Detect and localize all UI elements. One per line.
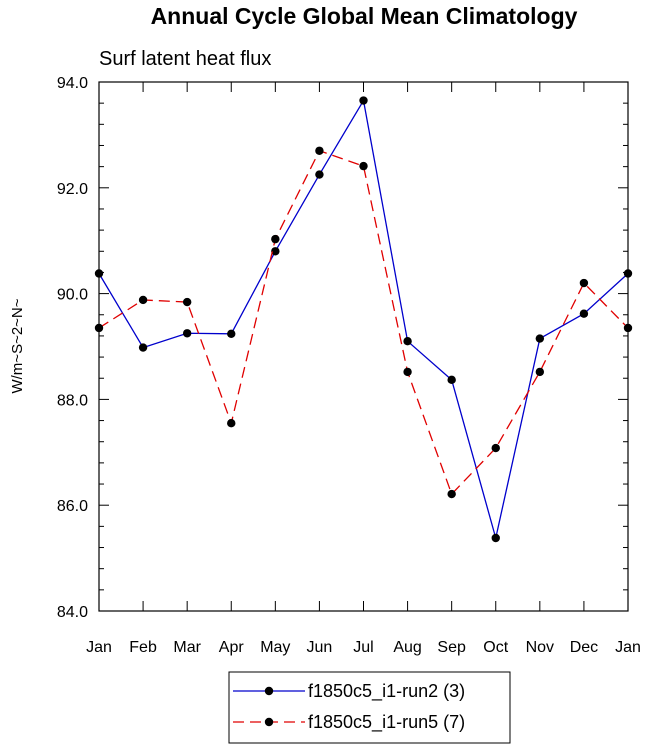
y-tick-label: 94.0 xyxy=(57,75,88,92)
series-2 xyxy=(94,146,633,499)
x-tick-label: Nov xyxy=(526,639,554,656)
data-point xyxy=(579,278,589,288)
x-tick-label: May xyxy=(260,639,290,656)
data-point xyxy=(579,309,589,318)
y-tick-label: 92.0 xyxy=(57,181,88,198)
data-point xyxy=(94,269,104,278)
x-tick-label: Feb xyxy=(129,639,157,656)
y-tick-label: 86.0 xyxy=(57,498,88,515)
legend-item-2: f1850c5_i1-run5 (7) xyxy=(233,712,465,733)
x-tick-label: Sep xyxy=(437,639,466,656)
data-point xyxy=(403,367,412,377)
data-point xyxy=(623,323,633,333)
x-tick-label: Jan xyxy=(615,639,641,656)
data-point xyxy=(447,375,456,385)
y-tick-label: 88.0 xyxy=(57,392,88,409)
x-tick-labels: Jan Feb Mar Apr May Jun Jul Aug Sep Oct Nov Dec Jan xyxy=(86,639,641,656)
series-1 xyxy=(94,96,633,543)
data-point xyxy=(447,489,456,499)
data-point xyxy=(359,161,368,171)
data-point xyxy=(491,533,500,543)
x-tick-label: Aug xyxy=(393,639,421,656)
data-point xyxy=(271,234,280,244)
data-point xyxy=(315,146,324,155)
x-tick-label: Jul xyxy=(353,639,373,656)
plot-frame xyxy=(98,81,629,612)
x-tick-label: Dec xyxy=(570,639,598,656)
y-tick-label: 90.0 xyxy=(57,287,88,304)
y-tick-labels: 84.0 86.0 88.0 90.0 92.0 94.0 xyxy=(57,75,88,621)
legend-marker xyxy=(264,717,274,727)
data-point xyxy=(227,419,236,428)
x-tick-label: Apr xyxy=(219,639,245,656)
x-tick-label: Oct xyxy=(483,639,508,656)
legend-label: f1850c5_i1-run5 (7) xyxy=(308,712,465,733)
y-tick-label: 84.0 xyxy=(57,604,88,621)
y-axis-label: W/m~S~2~N~ xyxy=(9,298,26,393)
x-tick-label: Mar xyxy=(173,639,201,656)
data-point xyxy=(138,295,148,305)
legend-marker xyxy=(264,686,274,696)
legend-box xyxy=(228,671,511,744)
data-point xyxy=(182,329,192,338)
data-point xyxy=(623,269,633,278)
data-point xyxy=(182,297,192,307)
data-point xyxy=(138,343,148,352)
chart-title: Annual Cycle Global Mean Climatology xyxy=(151,3,578,29)
data-point xyxy=(94,323,104,333)
series-layer xyxy=(94,96,633,543)
data-point xyxy=(535,367,545,377)
x-tick-label: Jun xyxy=(307,639,333,656)
data-point xyxy=(535,334,545,343)
data-point xyxy=(315,170,324,179)
data-point xyxy=(227,329,236,339)
series-line xyxy=(98,149,629,496)
chart-subtitle: Surf latent heat flux xyxy=(99,48,271,70)
legend-item-1: f1850c5_i1-run2 (3) xyxy=(233,681,465,702)
data-point xyxy=(359,96,368,105)
axis-ticks xyxy=(98,81,629,612)
data-point xyxy=(403,337,412,346)
legend-label: f1850c5_i1-run2 (3) xyxy=(308,681,465,702)
data-point xyxy=(491,443,500,453)
data-point xyxy=(271,247,280,256)
x-tick-label: Jan xyxy=(86,639,112,656)
legend: f1850c5_i1-run2 (3) f1850c5_i1-run5 (7) xyxy=(233,681,465,733)
